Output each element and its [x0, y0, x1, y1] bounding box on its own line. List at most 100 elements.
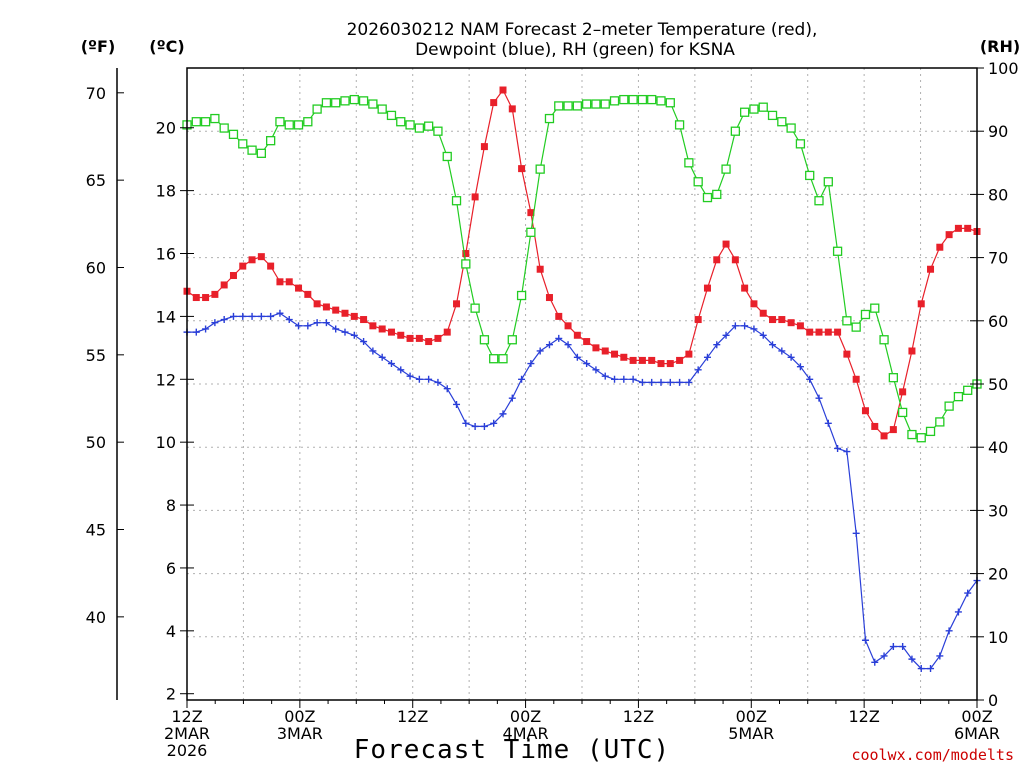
- rh-data-point: [265, 136, 276, 146]
- temperature-data-point: [871, 422, 879, 430]
- temperature-data-point: [685, 350, 693, 358]
- temperature-data-point: [592, 344, 600, 352]
- rh-data-point: [739, 107, 750, 117]
- celsius-unit-label: (ºC): [149, 37, 184, 56]
- temperature-data-point: [852, 375, 860, 383]
- rh-tick-label: 50: [988, 375, 1008, 394]
- dewpoint-data-point: [620, 375, 628, 383]
- rh-data-point: [516, 290, 527, 301]
- temperature-data-point: [769, 316, 777, 324]
- temperature-data-point: [332, 306, 340, 314]
- rh-data-point: [925, 426, 936, 437]
- temperature-data-point: [676, 356, 684, 364]
- temperature-data-point: [295, 284, 303, 292]
- temperature-data-point: [638, 356, 646, 364]
- temperature-data-point: [759, 309, 767, 317]
- dewpoint-data-point: [518, 375, 526, 383]
- rh-data-point: [963, 385, 973, 395]
- rh-tick-label: 10: [988, 628, 1008, 647]
- dewpoint-data-point: [434, 378, 442, 386]
- dewpoint-data-point: [750, 325, 758, 333]
- temperature-data-point: [313, 300, 321, 308]
- temperature-data-point: [443, 328, 451, 336]
- dewpoint-data-point: [462, 419, 470, 427]
- temperature-data-point: [750, 300, 758, 308]
- dewpoint-data-point: [202, 325, 210, 333]
- temperature-data-point: [583, 338, 591, 346]
- x-tick-label: 3MAR: [277, 724, 323, 743]
- dewpoint-data-point: [295, 322, 303, 330]
- dewpoint-data-point: [778, 347, 786, 355]
- temperature-data-point: [936, 243, 944, 251]
- temperature-data-point: [536, 265, 544, 273]
- temperature-data-point: [954, 224, 962, 232]
- rh-tick-label: 60: [988, 312, 1008, 331]
- temperature-data-point: [796, 322, 804, 330]
- rh-tick-label: 70: [988, 249, 1008, 268]
- temperature-data-point: [741, 284, 749, 292]
- celsius-tick-label: 20: [156, 119, 176, 138]
- temperature-data-point: [555, 312, 563, 320]
- temperature-data-point: [397, 331, 405, 339]
- temperature-data-point: [806, 328, 814, 336]
- rh-data-point: [461, 259, 471, 269]
- rh-data-point: [860, 309, 871, 320]
- fahrenheit-tick-label: 45: [86, 521, 106, 540]
- temperature-data-point: [369, 322, 377, 330]
- dewpoint-data-point: [573, 353, 581, 361]
- rh-data-point: [712, 189, 722, 200]
- rh-data-point: [851, 322, 861, 332]
- temperature-data-point: [629, 356, 637, 364]
- chart-title-line-2: Dewpoint (blue), RH (green) for KSNA: [415, 40, 735, 60]
- rh-data-point: [600, 99, 610, 109]
- rh-data-point: [842, 316, 852, 326]
- dewpoint-data-point: [936, 652, 944, 660]
- dewpoint-data-point: [322, 319, 330, 327]
- dewpoint-data-point: [787, 353, 795, 361]
- temperature-data-point: [248, 256, 256, 264]
- temperature-data-point: [239, 262, 247, 270]
- fahrenheit-tick-label: 65: [86, 171, 106, 190]
- dewpoint-data-point: [304, 322, 312, 330]
- temperature-data-point: [722, 240, 730, 248]
- dewpoint-data-point: [945, 627, 953, 635]
- dewpoint-data-point: [471, 422, 479, 430]
- rh-data-point: [749, 104, 759, 114]
- rh-data-point: [916, 433, 926, 443]
- series-layer: [182, 86, 982, 673]
- x-tick-label: 4MAR: [503, 724, 549, 743]
- dewpoint-data-point: [638, 378, 646, 386]
- rh-data-point: [423, 121, 434, 131]
- rh-data-point: [730, 126, 741, 136]
- rh-data-point: [805, 170, 815, 181]
- dewpoint-data-point: [861, 636, 869, 644]
- dewpoint-data-point: [220, 316, 228, 324]
- plot-frame: [186, 67, 978, 701]
- rh-data-point: [656, 96, 666, 106]
- temperature-data-point: [480, 143, 488, 151]
- x-tick-label: 2MAR: [164, 724, 210, 743]
- rh-data-point: [219, 123, 229, 133]
- dewpoint-data-point: [815, 394, 823, 402]
- rh-data-point: [489, 354, 499, 364]
- dewpoint-data-point: [824, 419, 832, 427]
- dewpoint-data-point: [397, 366, 405, 374]
- rh-data-point: [358, 96, 369, 106]
- rh-unit-label: (RH): [980, 37, 1020, 56]
- axes: 2 4 6 8 10 12 14 16 18 20 40 45 50 55 60 65 70 0 10 20 30 40 5…: [86, 59, 1019, 760]
- fahrenheit-tick-label: 55: [86, 346, 106, 365]
- rh-data-point: [191, 117, 201, 127]
- temperature-data-point: [267, 262, 275, 270]
- dewpoint-data-point: [741, 322, 749, 330]
- temperature-data-point: [462, 250, 470, 258]
- dewpoint-data-point: [843, 448, 851, 456]
- dewpoint-data-point: [666, 378, 674, 386]
- x-tick-label: 12Z: [171, 707, 202, 726]
- rh-data-point: [609, 96, 620, 106]
- grid-lines: [187, 68, 977, 700]
- temperature-data-point: [257, 253, 265, 261]
- rh-data-point: [693, 177, 703, 187]
- dewpoint-data-point: [415, 375, 423, 383]
- rh-data-point: [647, 94, 657, 105]
- temperature-data-point: [499, 86, 507, 94]
